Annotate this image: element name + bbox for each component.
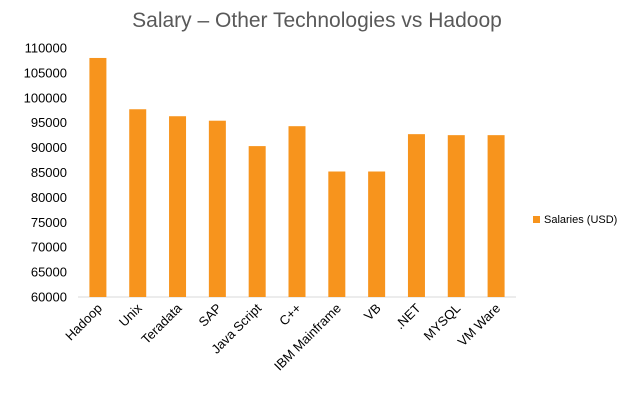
legend-swatch bbox=[533, 216, 540, 223]
legend: Salaries (USD) bbox=[533, 214, 617, 226]
y-tick-label: 105000 bbox=[24, 65, 67, 80]
bar-c bbox=[288, 126, 306, 297]
y-tick-label: 110000 bbox=[25, 41, 67, 56]
x-tick-label: Unix bbox=[116, 300, 145, 329]
bar-hadoop bbox=[89, 57, 107, 298]
bar-series bbox=[89, 57, 505, 298]
y-tick-label: 85000 bbox=[31, 165, 67, 180]
bar-unix bbox=[129, 109, 147, 297]
x-tick-label: Hadoop bbox=[62, 301, 105, 344]
y-tick-label: 80000 bbox=[31, 190, 67, 205]
bar-java-script bbox=[248, 146, 266, 297]
bar-mysql bbox=[447, 135, 465, 297]
x-tick-label: .NET bbox=[392, 300, 424, 332]
y-tick-label: 75000 bbox=[31, 215, 67, 230]
y-axis-ticks: 60000 65000 70000 75000 80000 85000 90000 95000… bbox=[24, 41, 67, 305]
y-tick-label: 60000 bbox=[31, 290, 67, 305]
bar-net bbox=[407, 134, 425, 297]
y-tick-label: 90000 bbox=[31, 140, 67, 155]
x-tick-label: VM Ware bbox=[455, 301, 504, 350]
y-tick-label: 100000 bbox=[24, 90, 67, 105]
bar-vm-ware bbox=[487, 135, 505, 297]
x-tick-label: C++ bbox=[276, 301, 304, 329]
y-tick-label: 65000 bbox=[31, 265, 67, 280]
legend-label: Salaries (USD) bbox=[544, 214, 617, 226]
x-tick-label: Teradata bbox=[138, 300, 185, 347]
x-tick-label: SAP bbox=[195, 301, 224, 330]
bar-sap bbox=[208, 120, 226, 297]
bar-vb bbox=[368, 171, 386, 297]
bar-teradata bbox=[169, 116, 187, 297]
x-tick-label: VB bbox=[361, 301, 384, 324]
chart-title: Salary – Other Technologies vs Hadoop bbox=[132, 9, 502, 32]
y-tick-label: 95000 bbox=[31, 115, 67, 130]
bar-ibm-mainframe bbox=[328, 171, 346, 297]
y-tick-label: 70000 bbox=[31, 240, 67, 255]
